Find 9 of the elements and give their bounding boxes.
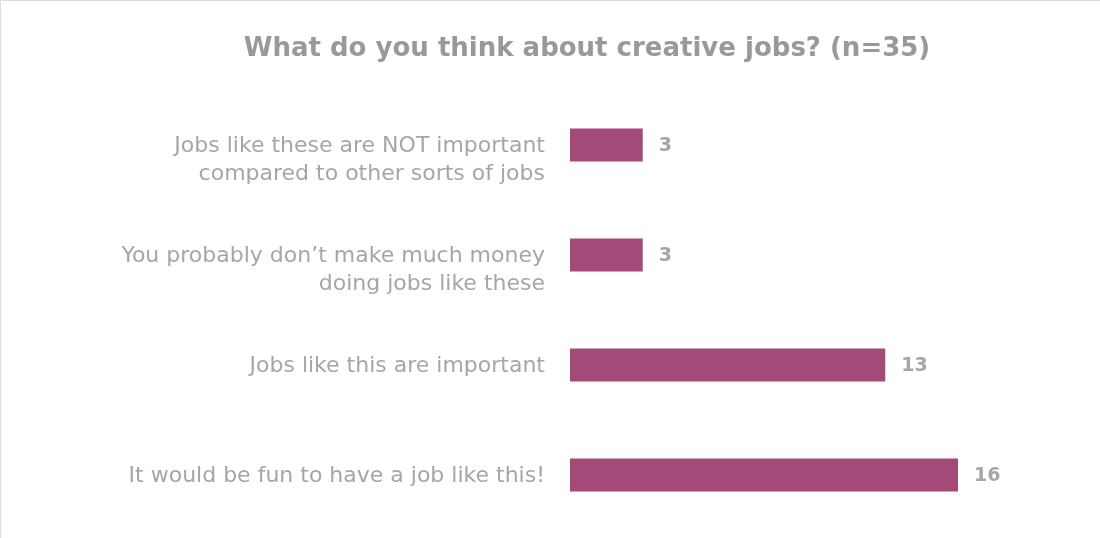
y-tick-label: Jobs like this are important xyxy=(247,352,546,377)
data-label: 13 xyxy=(901,353,928,375)
y-tick-label: You probably don’t make much money doing jobs like these xyxy=(120,242,545,295)
y-tick-label: It would be fun to have a job like this! xyxy=(128,462,545,487)
data-label: 3 xyxy=(658,243,672,265)
data-label: 3 xyxy=(658,133,672,155)
chart-title: What do you think about creative jobs? (n=35) xyxy=(243,32,931,62)
data-label: 16 xyxy=(974,463,1001,485)
y-tick-label: Jobs like these are NOT important compared to other sorts of jobs xyxy=(172,132,546,185)
